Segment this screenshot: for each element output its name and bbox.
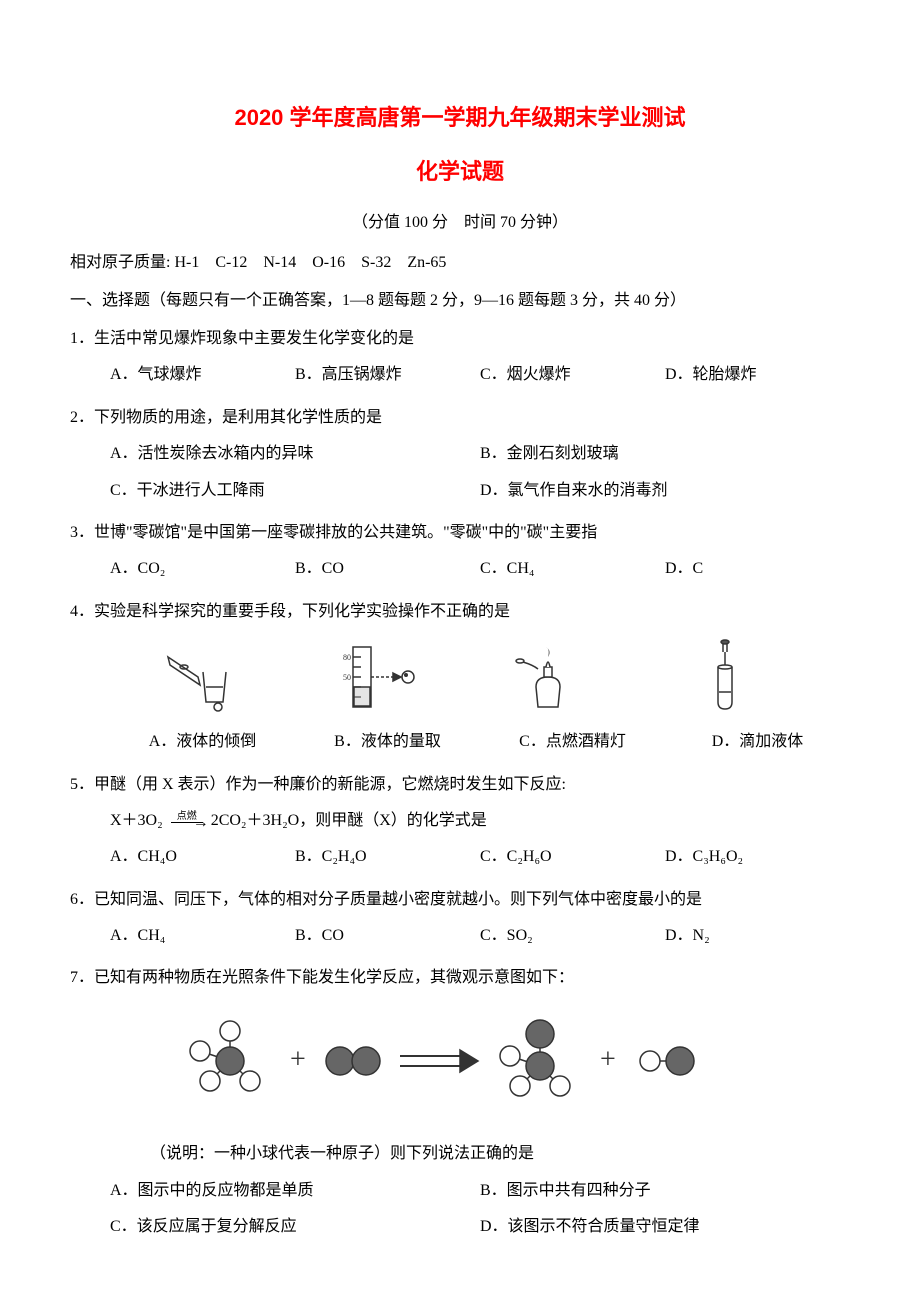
q4-image-b: 80 50 (285, 637, 460, 717)
q5-opt-c: C．C₂H₆O (480, 842, 665, 872)
q6-opt-d: D．N₂ (665, 921, 850, 951)
q6-opt-c: C．SO₂ (480, 921, 665, 951)
q2-opt-c: C．干冰进行人工降雨 (110, 476, 480, 506)
q3-stem: 3．世博"零碳馆"是中国第一座零碳排放的公共建筑。"零碳"中的"碳"主要指 (70, 518, 850, 548)
question-5: 5．甲醚（用 X 表示）作为一种廉价的新能源，它燃烧时发生如下反应: X＋3O₂… (70, 770, 850, 873)
question-2: 2．下列物质的用途，是利用其化学性质的是 A．活性炭除去冰箱内的异味 B．金刚石… (70, 403, 850, 506)
q4-image-c (460, 637, 635, 717)
page-content: 2020 学年度高唐第一学期九年级期末学业测试 化学试题 （分值 100 分 时… (0, 0, 920, 1294)
q5-stem: 5．甲醚（用 X 表示）作为一种廉价的新能源，它燃烧时发生如下反应: (70, 770, 850, 800)
q4-image-d (635, 637, 810, 717)
q5-options: A．CH₄O B．C₂H₄O C．C₂H₆O D．C₃H₆O₂ (70, 842, 850, 872)
q5-equation: X＋3O₂ 点燃→ 2CO₂＋3H₂O，则甲醚（X）的化学式是 (70, 806, 850, 836)
q6-options: A．CH₄ B．CO C．SO₂ D．N₂ (70, 921, 850, 951)
section1-header: 一、选择题（每题只有一个正确答案，1—8 题每题 2 分，9—16 题每题 3 … (70, 286, 850, 310)
title-main: 2020 学年度高唐第一学期九年级期末学业测试 (70, 100, 850, 132)
q3-opt-a: A．CO₂ (110, 554, 295, 584)
title-sub: 化学试题 (70, 154, 850, 186)
q2-opt-b: B．金刚石刻划玻璃 (480, 439, 850, 469)
q1-options: A．气球爆炸 B．高压锅爆炸 C．烟火爆炸 D．轮胎爆炸 (70, 360, 850, 390)
svg-text:50: 50 (343, 673, 351, 682)
q3-opt-b: B．CO (295, 554, 480, 584)
q5-opt-b: B．C₂H₄O (295, 842, 480, 872)
q4-cap-d: D．滴加液体 (665, 727, 850, 757)
q2-stem: 2．下列物质的用途，是利用其化学性质的是 (70, 403, 850, 433)
q5-opt-d: D．C₃H₆O₂ (665, 842, 850, 872)
q1-opt-b: B．高压锅爆炸 (295, 360, 480, 390)
q4-image-a (110, 637, 285, 717)
q1-opt-d: D．轮胎爆炸 (665, 360, 850, 390)
q2-opt-d: D．氯气作自来水的消毒剂 (480, 476, 850, 506)
question-4: 4．实验是科学探究的重要手段，下列化学实验操作不正确的是 (70, 597, 850, 758)
q3-opt-d: D．C (665, 554, 850, 584)
q3-opt-c: C．CH₄ (480, 554, 665, 584)
q7-opt-c: C．该反应属于复分解反应 (110, 1212, 480, 1242)
q7-stem: 7．已知有两种物质在光照条件下能发生化学反应，其微观示意图如下： (70, 963, 850, 993)
question-3: 3．世博"零碳馆"是中国第一座零碳排放的公共建筑。"零碳"中的"碳"主要指 A．… (70, 518, 850, 585)
q7-diagram: + (70, 1006, 850, 1127)
q6-opt-a: A．CH₄ (110, 921, 295, 951)
q5-eq-suffix: 2CO₂＋3H₂O，则甲醚（X）的化学式是 (211, 812, 487, 829)
q5-eq-arrow: 点燃→ (171, 806, 203, 836)
q7-opt-b: B．图示中共有四种分子 (480, 1176, 850, 1206)
svg-text:+: + (600, 1044, 616, 1075)
q5-opt-a: A．CH₄O (110, 842, 295, 872)
q4-cap-a: A．液体的倾倒 (110, 727, 295, 757)
q7-opt-a: A．图示中的反应物都是单质 (110, 1176, 480, 1206)
atomic-masses: 相对原子质量: H-1 C-12 N-14 O-16 S-32 Zn-65 (70, 248, 850, 272)
q4-stem: 4．实验是科学探究的重要手段，下列化学实验操作不正确的是 (70, 597, 850, 627)
q2-opt-a: A．活性炭除去冰箱内的异味 (110, 439, 480, 469)
question-6: 6．已知同温、同压下，气体的相对分子质量越小密度就越小。则下列气体中密度最小的是… (70, 885, 850, 952)
q1-opt-a: A．气球爆炸 (110, 360, 295, 390)
q1-opt-c: C．烟火爆炸 (480, 360, 665, 390)
question-1: 1．生活中常见爆炸现象中主要发生化学变化的是 A．气球爆炸 B．高压锅爆炸 C．… (70, 324, 850, 391)
meta-info: （分值 100 分 时间 70 分钟） (70, 208, 850, 232)
svg-text:+: + (290, 1044, 306, 1075)
q3-options: A．CO₂ B．CO C．CH₄ D．C (70, 554, 850, 584)
q2-options: A．活性炭除去冰箱内的异味 B．金刚石刻划玻璃 C．干冰进行人工降雨 D．氯气作… (70, 439, 850, 506)
q7-note: （说明：一种小球代表一种原子）则下列说法正确的是 (70, 1139, 850, 1169)
q6-stem: 6．已知同温、同压下，气体的相对分子质量越小密度就越小。则下列气体中密度最小的是 (70, 885, 850, 915)
q4-captions: A．液体的倾倒 B．液体的量取 C．点燃酒精灯 D．滴加液体 (70, 727, 850, 757)
svg-text:80: 80 (343, 653, 351, 662)
q4-images: 80 50 (110, 637, 810, 717)
q5-eq-prefix: X＋3O₂ (110, 812, 163, 829)
q6-opt-b: B．CO (295, 921, 480, 951)
q7-options: A．图示中的反应物都是单质 B．图示中共有四种分子 C．该反应属于复分解反应 D… (70, 1176, 850, 1243)
q1-stem: 1．生活中常见爆炸现象中主要发生化学变化的是 (70, 324, 850, 354)
q7-opt-d: D．该图示不符合质量守恒定律 (480, 1212, 850, 1242)
q4-cap-b: B．液体的量取 (295, 727, 480, 757)
q4-cap-c: C．点燃酒精灯 (480, 727, 665, 757)
question-7: 7．已知有两种物质在光照条件下能发生化学反应，其微观示意图如下： + (70, 963, 850, 1242)
